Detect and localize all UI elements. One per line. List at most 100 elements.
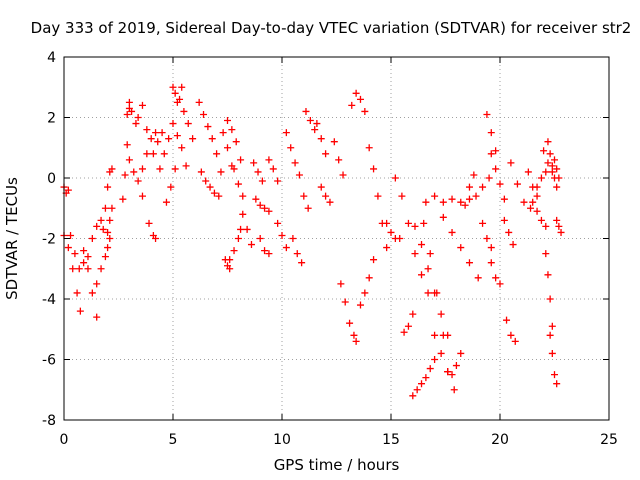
data-point [396, 235, 404, 242]
data-point [210, 189, 218, 197]
grid-lines [64, 57, 609, 420]
data-point [339, 171, 347, 179]
data-point [551, 156, 558, 164]
data-point [261, 247, 269, 255]
data-point [542, 222, 550, 230]
data-point [341, 298, 349, 306]
data-point [457, 349, 465, 357]
data-point [106, 235, 114, 242]
data-point [537, 216, 545, 224]
data-point [420, 219, 428, 227]
y-tick-label: -4 [42, 292, 56, 308]
data-point [411, 250, 419, 258]
data-point [465, 195, 473, 203]
data-point [171, 89, 179, 97]
data-point [370, 165, 378, 173]
data-point [387, 228, 395, 236]
data-point [383, 244, 391, 252]
data-point [71, 250, 79, 258]
data-point [282, 244, 290, 252]
data-point [84, 265, 92, 273]
data-point [553, 216, 561, 224]
data-point [224, 117, 231, 125]
data-point [64, 244, 72, 252]
data-point [546, 295, 554, 303]
data-point [156, 165, 164, 173]
data-point [452, 362, 460, 370]
data-point [101, 204, 109, 212]
data-point [80, 259, 88, 267]
data-point [330, 138, 338, 146]
data-point [247, 241, 255, 249]
data-point [431, 356, 439, 363]
data-point [75, 265, 83, 273]
data-point [274, 219, 282, 227]
data-point [487, 244, 495, 252]
data-point [470, 171, 478, 179]
data-point [289, 235, 297, 242]
data-point [548, 162, 556, 170]
data-point [544, 271, 552, 279]
x-tick-label: 25 [600, 432, 618, 448]
data-point [287, 144, 295, 152]
data-point [346, 319, 354, 327]
data-point [230, 247, 238, 255]
data-point [487, 129, 495, 137]
data-point [548, 322, 556, 330]
data-point [254, 168, 262, 176]
data-point [537, 174, 545, 182]
data-point [97, 265, 105, 273]
x-tick-label: 0 [60, 432, 69, 448]
data-point [500, 216, 508, 224]
data-point [444, 331, 452, 339]
data-point [511, 337, 519, 345]
data-point [119, 195, 127, 203]
y-tick-label: -2 [42, 232, 56, 248]
data-point [439, 198, 447, 206]
data-point [507, 331, 515, 339]
data-point [73, 289, 81, 297]
data-point [202, 177, 210, 185]
data-point [132, 120, 140, 128]
data-point [431, 289, 439, 297]
data-point [548, 168, 556, 176]
data-point [252, 195, 260, 203]
data-point [527, 204, 535, 212]
data-point [134, 114, 142, 121]
data-point [106, 216, 114, 224]
y-tick-label: 4 [47, 50, 56, 66]
data-point [226, 256, 234, 264]
data-point [533, 207, 541, 215]
data-point [178, 144, 186, 152]
data-point [418, 380, 426, 388]
x-axis-title: GPS time / hours [274, 456, 400, 474]
y-axis-title: SDTVAR / TECUs [3, 177, 21, 300]
data-point [533, 183, 541, 191]
data-point [524, 168, 532, 176]
data-point [162, 198, 170, 206]
data-point [548, 349, 556, 357]
data-point [304, 204, 312, 212]
data-point [265, 250, 273, 258]
x-tick-label: 20 [491, 432, 509, 448]
data-point [503, 316, 511, 324]
data-point [208, 135, 216, 143]
data-point [158, 129, 166, 137]
data-point [291, 159, 299, 167]
data-point [184, 120, 192, 128]
data-point [356, 301, 364, 309]
data-point [154, 138, 162, 146]
data-point [80, 247, 88, 255]
data-point [404, 219, 412, 227]
data-point [448, 228, 456, 236]
data-point [180, 107, 188, 115]
data-point [93, 222, 101, 230]
data-point [152, 129, 160, 137]
data-point [195, 98, 203, 106]
data-point [84, 253, 92, 261]
data-point [431, 192, 439, 200]
data-point [483, 110, 491, 118]
data-point [322, 150, 330, 158]
data-point [424, 265, 432, 273]
data-point [243, 225, 251, 233]
